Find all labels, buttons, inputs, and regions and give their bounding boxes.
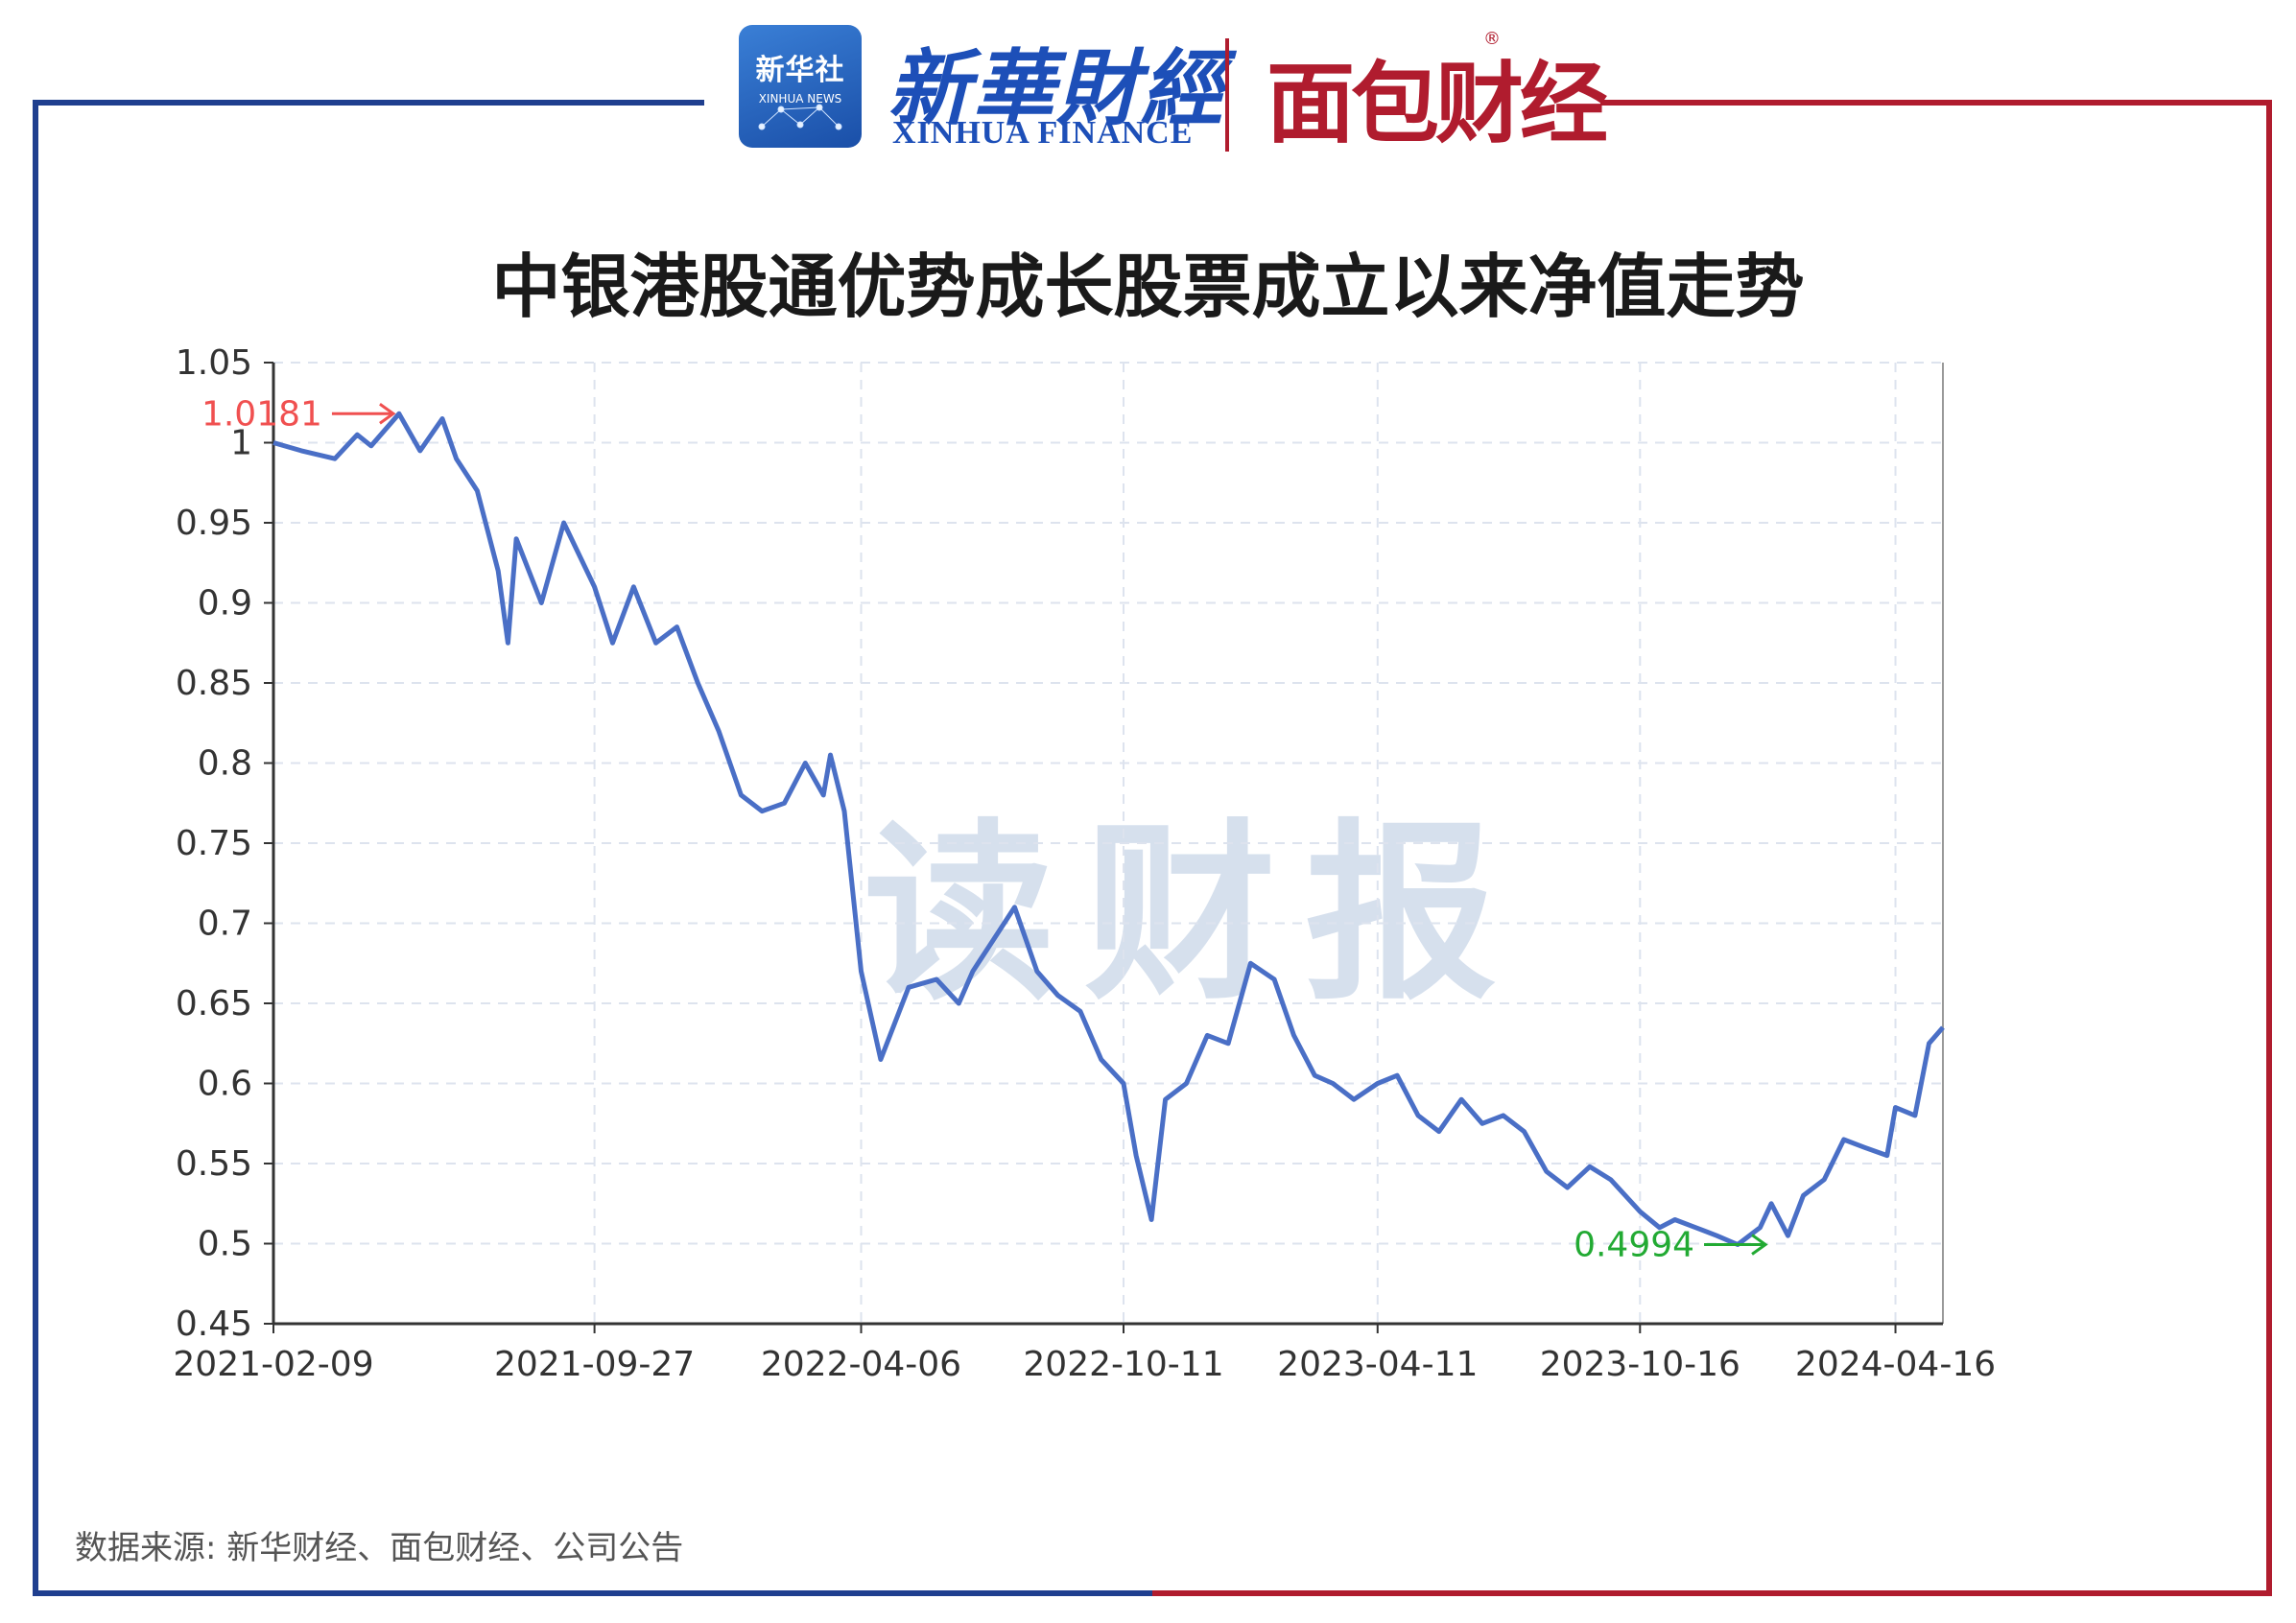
frame-top-left-border: [33, 100, 704, 106]
y-tick-label: 0.75: [176, 824, 252, 863]
x-tick-label: 2022-04-06: [761, 1345, 961, 1384]
mianbao-finance-logo: 面包财经: [1266, 53, 1608, 155]
frame-bottom-left-border: [33, 1590, 1152, 1596]
watermark: 读财报: [864, 803, 1527, 1026]
y-tick-label: 0.45: [176, 1305, 252, 1344]
y-tick-label: 0.85: [176, 664, 252, 703]
x-tick-label: 2021-02-09: [173, 1345, 373, 1384]
logo-separator: [1225, 38, 1229, 152]
y-tick-label: 0.55: [176, 1144, 252, 1184]
series-layer: [272, 411, 1945, 1247]
xinhua-news-logo-cn: 新华社: [755, 54, 845, 87]
xinhua-news-logo: 新华社 XINHUA NEWS: [739, 25, 862, 148]
chart-title: 中银港股通优势成长股票成立以来净值走势: [491, 247, 1805, 327]
annotation-layer: 1.0181 0.4994: [201, 394, 1768, 1265]
axis-layer: 1.05 1 0.95 0.9 0.85 0.8 0.75 0.7 0.65 0.6 0.55 0.5…: [173, 343, 1996, 1384]
grid-layer: [273, 362, 1944, 1324]
min-arrow-icon: [1751, 1234, 1768, 1256]
frame-right-border: [2266, 100, 2272, 1596]
x-tick-label: 2023-10-16: [1540, 1345, 1740, 1384]
y-tick-label: 0.7: [198, 905, 252, 944]
y-tick-label: 0.8: [198, 744, 252, 784]
y-tick-label: 0.5: [198, 1225, 252, 1264]
y-tick-label: 1.05: [176, 343, 252, 383]
network-dots-icon: [758, 104, 842, 130]
y-tick-label: 0.9: [198, 584, 252, 623]
max-arrow-icon: [379, 403, 396, 425]
min-value-label: 0.4994: [1574, 1226, 1694, 1265]
y-tick-label: 0.95: [176, 504, 252, 543]
y-tick-label: 1: [230, 424, 252, 463]
frame-left-border: [33, 100, 38, 1596]
y-tick-label: 0.65: [176, 984, 252, 1023]
x-tick-label: 2021-09-27: [494, 1345, 695, 1384]
registered-mark: ®: [1483, 29, 1501, 49]
frame-bottom-right-border: [1152, 1590, 2272, 1596]
x-tick-label: 2022-10-11: [1023, 1345, 1223, 1384]
xinhua-finance-logo-cn: 新華財經: [888, 40, 1225, 137]
nav-series-line: [272, 411, 1945, 1247]
xinhua-finance-logo-en: XINHUA FINANCE: [892, 115, 1194, 151]
y-tick-label: 0.6: [198, 1065, 252, 1104]
frame-top-right-border: [1600, 100, 2272, 106]
x-tick-label: 2024-04-16: [1795, 1345, 1996, 1384]
xinhua-news-logo-en: XINHUA NEWS: [758, 92, 842, 106]
max-value-label: 1.0181: [201, 394, 322, 434]
x-tick-label: 2023-04-11: [1277, 1345, 1478, 1384]
source-note: 数据来源: 新华财经、面包财经、公司公告: [75, 1529, 684, 1567]
